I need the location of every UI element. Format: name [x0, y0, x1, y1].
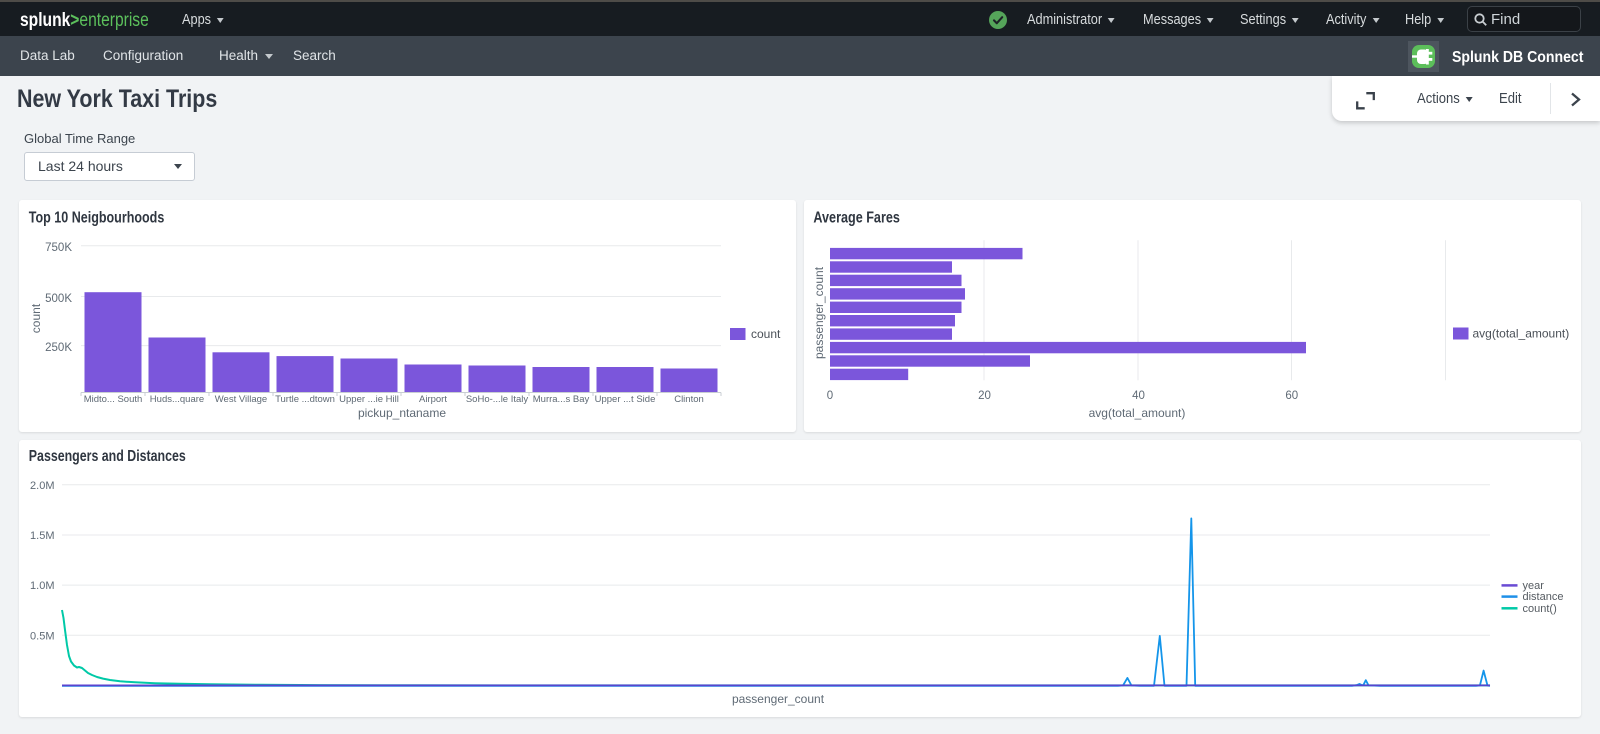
- svg-text:2.0M: 2.0M: [30, 480, 54, 492]
- svg-text:Airport: Airport: [419, 394, 447, 405]
- svg-text:count: count: [751, 327, 781, 341]
- svg-text:Average Fares: Average Fares: [813, 210, 900, 227]
- svg-text:0: 0: [827, 390, 833, 402]
- svg-text:Murra...s Bay: Murra...s Bay: [533, 394, 590, 405]
- svg-text:Passengers and Distances: Passengers and Distances: [29, 448, 186, 465]
- svg-text:500K: 500K: [45, 293, 72, 305]
- svg-text:pickup_ntaname: pickup_ntaname: [358, 406, 446, 420]
- svg-text:1.5M: 1.5M: [30, 530, 54, 542]
- svg-text:distance: distance: [1523, 591, 1564, 603]
- svg-text:Midto... South: Midto... South: [84, 394, 143, 405]
- svg-text:West Village: West Village: [215, 394, 267, 405]
- svg-text:Upper ...t Side: Upper ...t Side: [595, 394, 656, 405]
- svg-text:40: 40: [1132, 390, 1145, 402]
- svg-text:Upper ...ie Hill: Upper ...ie Hill: [339, 394, 399, 405]
- svg-text:750K: 750K: [45, 242, 72, 254]
- svg-text:20: 20: [978, 390, 991, 402]
- svg-text:count: count: [29, 303, 43, 333]
- svg-text:year: year: [1523, 580, 1545, 592]
- svg-text:passenger_count: passenger_count: [812, 266, 826, 359]
- svg-text:Turtle ...dtown: Turtle ...dtown: [275, 394, 335, 405]
- svg-text:avg(total_amount): avg(total_amount): [1473, 327, 1570, 341]
- svg-text:250K: 250K: [45, 342, 72, 354]
- svg-text:Top 10 Neigbourhoods: Top 10 Neigbourhoods: [29, 210, 165, 227]
- svg-text:SoHo-...le Italy: SoHo-...le Italy: [466, 394, 529, 405]
- svg-text:avg(total_amount): avg(total_amount): [1089, 406, 1186, 420]
- svg-text:count(): count(): [1523, 603, 1557, 615]
- svg-text:1.0M: 1.0M: [30, 580, 54, 592]
- svg-text:0.5M: 0.5M: [30, 630, 54, 642]
- svg-text:passenger_count: passenger_count: [732, 692, 825, 706]
- svg-text:Huds...quare: Huds...quare: [150, 394, 204, 405]
- svg-text:Clinton: Clinton: [674, 394, 704, 405]
- svg-text:60: 60: [1285, 390, 1298, 402]
